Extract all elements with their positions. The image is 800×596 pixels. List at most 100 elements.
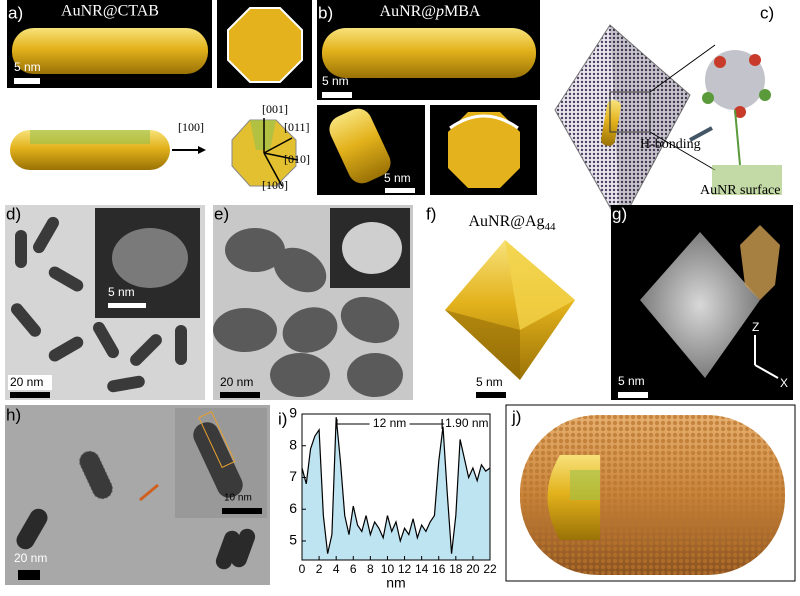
- direction-label: [001]: [262, 102, 288, 116]
- scale-bar: [220, 392, 260, 398]
- scale-bar: [14, 78, 40, 84]
- panel-e: 20 nm e): [213, 204, 413, 400]
- title-part: MBA: [444, 3, 481, 20]
- panel-label: i): [278, 409, 287, 428]
- atom: [734, 106, 746, 118]
- panel-label: c): [760, 3, 774, 22]
- surface-molecules: [712, 165, 782, 195]
- atom: [702, 92, 714, 104]
- axis-arrow: [263, 152, 299, 161]
- y-tick-label: 6: [289, 500, 297, 516]
- scale-label: 5 nm: [322, 74, 349, 88]
- axis-arrow: [263, 152, 283, 187]
- x-tick-label: 0: [299, 562, 306, 576]
- annotation-bg: [369, 416, 410, 432]
- scale-bar: [18, 570, 40, 580]
- annotation: 1.90 nm: [445, 416, 488, 430]
- x-tick-label: 14: [415, 562, 429, 576]
- line: [301, 417, 491, 554]
- panel-d: 5 nm 20 nm d): [5, 204, 205, 400]
- facet: [250, 120, 276, 150]
- rod: [230, 528, 256, 568]
- x-tick-label: 22: [483, 562, 497, 576]
- arrow-head: [198, 146, 206, 154]
- panel-label: b): [318, 3, 333, 22]
- panel-label: f): [426, 204, 436, 223]
- scale-label: 20 nm: [10, 375, 43, 389]
- rod: [107, 375, 145, 393]
- rod: [33, 216, 59, 254]
- rod: [175, 325, 187, 365]
- panel-label: e): [214, 204, 229, 223]
- scale-label: 20 nm: [220, 375, 253, 389]
- axis-label: Z: [752, 320, 759, 334]
- scale-label: 5 nm: [618, 374, 645, 388]
- molecule-cluster: [702, 50, 771, 166]
- x-axis-label: nm: [386, 575, 405, 591]
- facet: [505, 240, 575, 330]
- scale-bar: [108, 303, 146, 308]
- panel-j: j): [505, 404, 796, 582]
- nanorod: [329, 108, 391, 184]
- panel-label: g): [612, 204, 627, 223]
- title-subscript: 44: [545, 221, 557, 233]
- atom: [759, 89, 771, 101]
- x-tick-label: 16: [432, 562, 446, 576]
- zoom-box: [609, 91, 651, 133]
- rod: [215, 530, 241, 570]
- inset-particle: [342, 222, 402, 274]
- x-tick-label: 8: [367, 562, 374, 576]
- axis-arrow: [263, 137, 293, 154]
- x-tick-label: 4: [333, 562, 340, 576]
- outline: [449, 114, 519, 130]
- title-part: AuNR@Ag: [468, 213, 544, 230]
- panel-label: a): [8, 3, 23, 22]
- plot-frame: [301, 413, 491, 561]
- y-tick-label: 7: [289, 468, 297, 484]
- facet: [30, 130, 150, 144]
- particle: [640, 232, 760, 378]
- panel-label: j): [511, 407, 521, 426]
- title-part: AuNR@: [380, 3, 437, 20]
- scale-bar: [385, 188, 415, 193]
- particles: [213, 228, 403, 397]
- direction-label: [010]: [284, 152, 310, 166]
- y-tick-label: 8: [289, 436, 297, 452]
- panel-g: Z X 5 nm g): [611, 204, 793, 400]
- rod: [48, 266, 84, 292]
- area: [302, 417, 490, 560]
- panel-b: AuNR@pMBA 5 nm b) 5 nm: [317, 0, 540, 195]
- annotation-bg: [444, 416, 489, 432]
- arrow: [139, 483, 159, 502]
- particle: [270, 353, 330, 397]
- rods: [11, 216, 187, 393]
- arrow: [689, 126, 713, 142]
- rod: [93, 321, 119, 359]
- scale-label: 10 nm: [224, 493, 252, 504]
- atom: [714, 56, 726, 68]
- scale-label: 20 nm: [14, 551, 47, 565]
- particle: [347, 353, 403, 397]
- y-tick-label: 5: [289, 532, 297, 548]
- scale-label: 5 nm: [476, 375, 503, 389]
- particle: [213, 308, 277, 352]
- panel-title: AuNR@pMBA: [380, 3, 481, 20]
- label-bg: [8, 375, 52, 390]
- nanorod: [12, 28, 208, 74]
- scale-bar: [618, 392, 648, 398]
- atom: [749, 54, 761, 66]
- inset-model: [740, 225, 780, 300]
- scale-bar: [10, 392, 50, 398]
- scale-bar: [476, 392, 506, 398]
- direction-label: [100]: [262, 178, 288, 192]
- rod: [193, 422, 243, 498]
- zoom-line: [649, 131, 716, 171]
- nanorod: [322, 28, 536, 78]
- zoom-line: [649, 44, 716, 93]
- axis-label: X: [780, 376, 788, 390]
- panel-title: AuNR@Ag44: [468, 213, 556, 233]
- direction-label: [011]: [284, 120, 310, 134]
- y-tick-label: 9: [289, 405, 297, 421]
- cross-section: [448, 112, 520, 188]
- x-tick-label: 2: [316, 562, 323, 576]
